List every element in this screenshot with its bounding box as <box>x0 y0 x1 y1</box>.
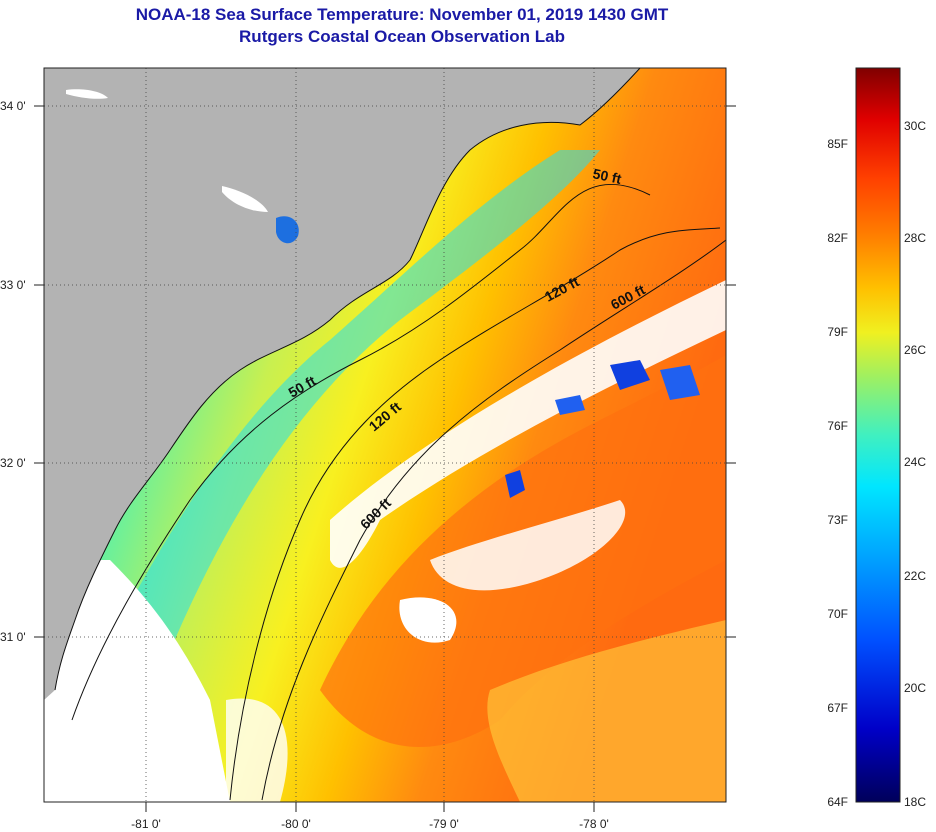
colorbar-label-24c: 24C <box>904 455 926 469</box>
cloud-southwest <box>44 560 230 802</box>
longitude-label-78: -78 0' <box>579 817 609 831</box>
cloud-patch-south <box>226 698 288 802</box>
coastline <box>54 68 641 691</box>
colorbar-label-67f: 67F <box>827 701 848 715</box>
colorbar-label-28c: 28C <box>904 231 926 245</box>
colorbar-label-30c: 30C <box>904 119 926 133</box>
cloud-patch-mid <box>430 500 626 591</box>
colorbar-label-73f: 73F <box>827 513 848 527</box>
cloud-band-upper <box>330 280 726 568</box>
colorbar-label-64f: 64F <box>827 795 848 809</box>
map-title: NOAA-18 Sea Surface Temperature: Novembe… <box>135 5 669 24</box>
cold-cloud-edge-1 <box>505 470 525 498</box>
land-mass <box>44 68 640 700</box>
cloud-patch-small <box>399 597 457 643</box>
colorbar-label-79f: 79F <box>827 325 848 339</box>
cold-cloud-edge-4 <box>555 395 585 415</box>
cold-cloud-edge-3 <box>660 365 700 400</box>
colorbar-label-76f: 76F <box>827 419 848 433</box>
isobath-600ft <box>261 239 726 801</box>
colorbar-label-82f: 82F <box>827 231 848 245</box>
isobath-120ft <box>229 227 721 801</box>
latitude-label-34: 34 0' <box>0 99 26 113</box>
contour-label-50ft-north: 50 ft <box>591 165 623 187</box>
colorbar-label-70f: 70F <box>827 607 848 621</box>
colorbar-label-26c: 26C <box>904 343 926 357</box>
colorbar-label-20c: 20C <box>904 681 926 695</box>
inland-lake <box>276 216 299 244</box>
cold-cloud-edge-2 <box>610 360 650 390</box>
graticule <box>44 68 726 802</box>
longitude-label-80: -80 0' <box>281 817 311 831</box>
colorbar-label-85f: 85F <box>827 137 848 151</box>
plot-frame <box>43 67 727 803</box>
latitude-label-33: 33 0' <box>0 278 26 292</box>
latitude-label-32: 32 0' <box>0 456 26 470</box>
longitude-label-81: -81 0' <box>131 817 161 831</box>
axis-ticks <box>34 105 736 812</box>
colorbar-label-18c: 18C <box>904 795 926 809</box>
southern-warm-field <box>487 620 726 802</box>
inland-cloud <box>222 186 268 212</box>
latitude-label-31: 31 0' <box>0 630 26 644</box>
colorbar <box>855 67 901 803</box>
longitude-label-79: -79 0' <box>429 817 459 831</box>
colorbar-label-22c: 22C <box>904 569 926 583</box>
map-subtitle: Rutgers Coastal Ocean Observation Lab <box>239 27 565 46</box>
isobath-50ft <box>71 183 651 721</box>
inland-cloud-north <box>66 89 108 99</box>
